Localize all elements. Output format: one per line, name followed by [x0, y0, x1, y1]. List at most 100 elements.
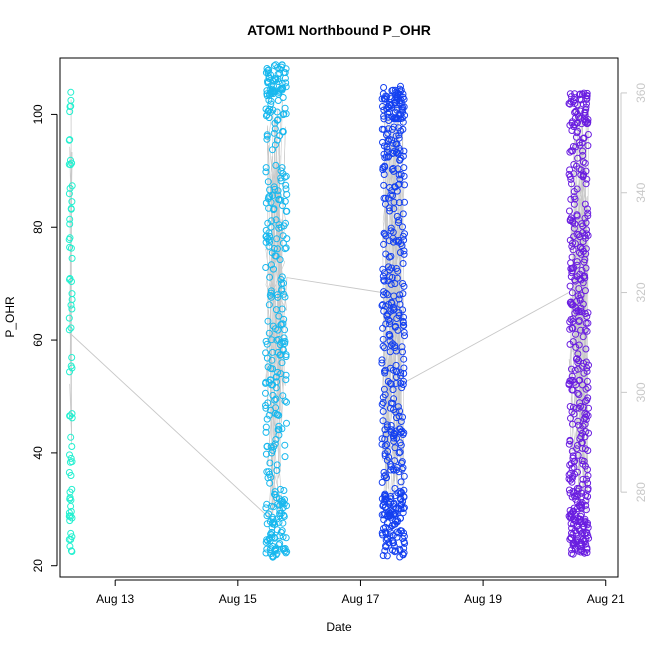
data-point: [384, 378, 392, 385]
data-point: [281, 104, 289, 112]
data-point: [277, 177, 285, 185]
data-point: [574, 417, 582, 425]
data-point: [387, 422, 395, 429]
data-point: [578, 308, 586, 316]
data-point: [383, 552, 391, 560]
data-point: [391, 342, 399, 350]
data-point: [574, 365, 582, 373]
data-point: [400, 355, 408, 363]
data-point: [581, 549, 588, 557]
data-point: [573, 487, 581, 495]
data-point: [389, 165, 397, 172]
data-point: [571, 511, 579, 519]
data-point: [266, 232, 274, 240]
data-point: [68, 198, 76, 206]
data-point: [574, 441, 581, 449]
secondary-segment: [577, 142, 587, 210]
data-point: [66, 517, 74, 525]
data-point: [387, 513, 395, 521]
data-point: [283, 419, 290, 427]
data-point: [583, 529, 591, 537]
data-point: [281, 293, 289, 301]
data-point: [381, 269, 388, 277]
data-point: [388, 87, 396, 95]
plot-frame: [59, 57, 619, 578]
data-point: [282, 172, 290, 180]
data-point: [275, 426, 283, 434]
data-point: [580, 369, 588, 377]
secondary-segment: [272, 229, 281, 332]
data-point: [400, 247, 408, 255]
data-point: [566, 173, 574, 180]
data-point: [580, 522, 588, 530]
data-point: [400, 532, 408, 540]
data-point: [566, 217, 574, 225]
data-point: [381, 442, 389, 450]
data-point: [575, 391, 583, 399]
data-point: [389, 532, 397, 539]
data-point: [577, 500, 585, 508]
data-point: [379, 407, 387, 415]
chart-title: ATOM1 Northbound P_OHR: [247, 22, 431, 38]
data-point: [580, 134, 588, 142]
data-point: [390, 434, 398, 442]
data-point: [582, 264, 590, 272]
y-tick-label: 40: [31, 446, 45, 460]
data-point: [274, 411, 282, 419]
y-tick-label: 60: [31, 333, 45, 347]
data-point: [566, 207, 573, 215]
data-point: [391, 485, 399, 492]
data-point: [283, 207, 291, 215]
data-point: [272, 306, 280, 314]
data-point: [273, 291, 281, 299]
data-point: [399, 210, 407, 218]
data-point: [401, 230, 408, 238]
data-point: [66, 451, 73, 459]
x-tick-label: Aug 21: [587, 592, 625, 606]
data-point: [387, 428, 395, 436]
data-point: [65, 190, 73, 198]
data-point: [276, 85, 284, 93]
data-point: [270, 88, 278, 96]
data-point: [379, 417, 387, 425]
data-point: [575, 317, 583, 324]
data-point: [262, 164, 270, 172]
data-point: [394, 267, 402, 275]
data-point: [383, 456, 391, 464]
data-point: [263, 415, 271, 423]
data-point: [386, 404, 394, 412]
data-point: [275, 312, 283, 320]
data-point: [266, 479, 274, 487]
data-point: [270, 205, 278, 213]
data-point: [269, 348, 276, 356]
data-point: [400, 328, 408, 336]
data-point: [584, 131, 592, 138]
data-point: [265, 73, 273, 81]
data-point: [387, 224, 395, 232]
data-point: [274, 293, 282, 301]
data-point: [387, 463, 395, 471]
secondary-segment: [388, 245, 391, 479]
data-point: [581, 287, 589, 295]
data-point: [578, 381, 586, 389]
series-1: [262, 61, 291, 561]
secondary-segment: [278, 126, 286, 349]
data-point: [399, 223, 406, 231]
data-point: [379, 552, 387, 559]
data-point: [265, 301, 273, 309]
data-point: [263, 500, 271, 508]
data-point: [574, 451, 582, 459]
data-point: [391, 430, 398, 438]
data-point: [274, 75, 282, 83]
data-point: [395, 529, 403, 537]
data-point: [262, 549, 270, 557]
data-point: [278, 425, 286, 433]
x-axis-label: Date: [326, 620, 352, 634]
data-point: [278, 359, 286, 367]
data-point: [65, 314, 73, 322]
data-point: [68, 485, 76, 493]
secondary-segment: [579, 193, 587, 207]
data-point: [67, 433, 75, 441]
data-point: [379, 164, 387, 172]
